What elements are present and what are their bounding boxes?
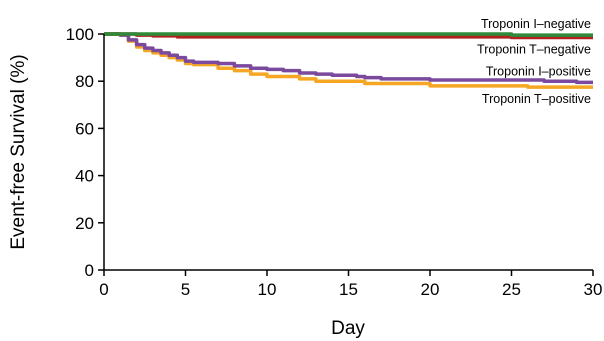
y-ticks: 0 20 40 60 80 100 [66, 25, 104, 280]
series-line-0 [104, 32, 593, 37]
x-axis-title: Day [331, 318, 365, 339]
x-tick-label: 20 [421, 280, 440, 299]
y-tick-label: 80 [75, 72, 94, 91]
x-tick-label: 0 [99, 280, 108, 299]
y-tick-label: 0 [85, 261, 94, 280]
y-axis-title: Event-free Survival (%) [8, 54, 29, 249]
x-tick-label: 25 [502, 280, 521, 299]
x-ticks: 0 5 10 15 20 25 30 [99, 270, 602, 299]
series-label-1: Troponin T–negative [477, 43, 591, 57]
y-tick-label: 100 [66, 25, 94, 44]
series-label-2: Troponin I–positive [486, 64, 591, 78]
x-tick-label: 30 [584, 280, 603, 299]
series-label-3: Troponin T–positive [482, 92, 591, 106]
series-lines [104, 32, 593, 89]
y-tick-label: 60 [75, 119, 94, 138]
series-line-2 [104, 32, 593, 85]
y-tick-label: 40 [75, 167, 94, 186]
series-labels: Troponin I–negative Troponin T–negative Tr… [477, 17, 591, 106]
series-label-0: Troponin I–negative [481, 17, 591, 31]
y-tick-label: 20 [75, 214, 94, 233]
x-tick-label: 15 [339, 280, 358, 299]
x-tick-label: 10 [258, 280, 277, 299]
x-tick-label: 5 [181, 280, 190, 299]
